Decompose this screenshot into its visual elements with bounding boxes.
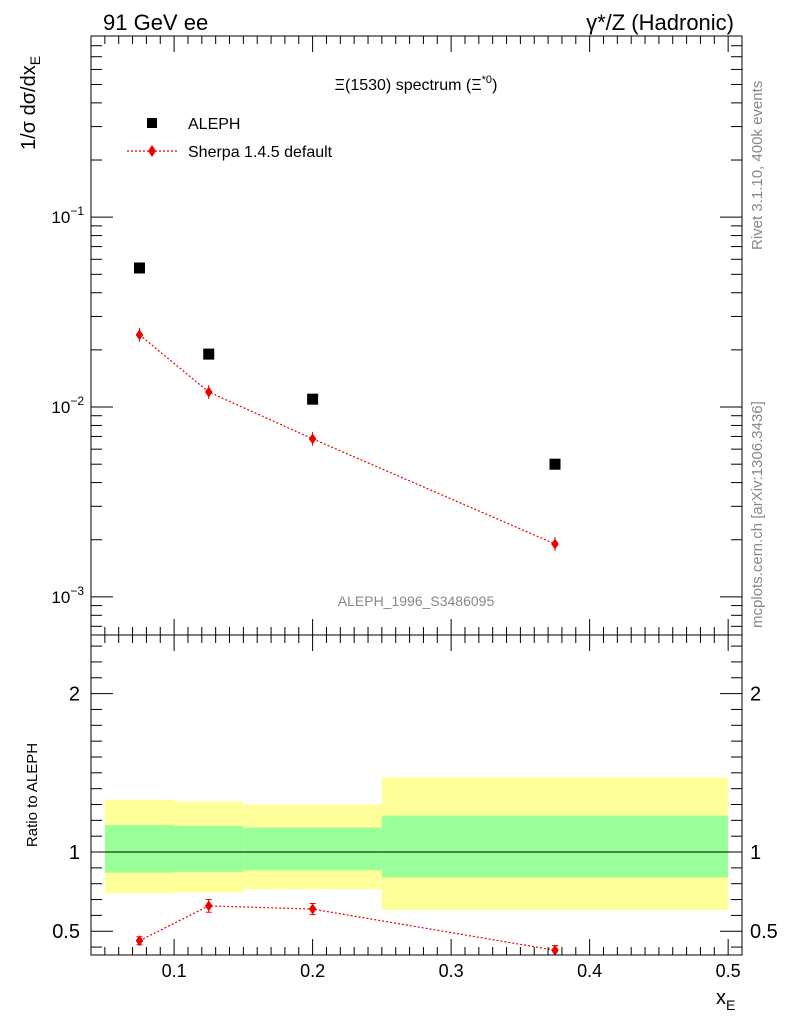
energy-label: 91 GeV ee	[103, 10, 208, 35]
sherpa-point	[308, 433, 317, 445]
ratio-y-tick-label-right: 2	[750, 684, 761, 706]
process-label: γ*/Z (Hadronic)	[586, 10, 734, 35]
ratio-axis-label: Ratio to ALEPH	[24, 743, 41, 847]
sherpa-point	[551, 538, 559, 550]
sherpa-line	[139, 334, 556, 545]
main-panel: 10−1 10−2 10−3 Ξ(1530) spectrum (Ξ*0) ALEP…	[18, 35, 743, 651]
inner-band	[104, 825, 175, 873]
ratio-tick-labels: 0.5 0.5 1 1 2 2 0.1 0.2 0.3 0.4 0.5	[52, 684, 778, 981]
inner-band	[243, 827, 382, 871]
rivet-note: Rivet 3.1.10, 400k events	[749, 81, 766, 250]
main-ticks	[90, 35, 742, 651]
legend: ALEPH Sherpa 1.4.5 default	[127, 116, 333, 161]
ratio-panel: 0.5 0.5 1 1 2 2 0.1 0.2 0.3 0.4 0.5 Ratio to ALEPH…	[24, 634, 778, 1013]
x-axis-label: xE	[716, 987, 735, 1013]
aleph-point	[133, 262, 145, 274]
ratio-point	[204, 900, 213, 912]
sherpa-point	[135, 329, 144, 341]
aleph-point	[203, 348, 215, 360]
aleph-point	[549, 458, 561, 470]
y-tick-label: 10−3	[51, 584, 84, 607]
ratio-y-tick-label-right: 1	[750, 842, 761, 864]
ratio-point	[308, 903, 317, 915]
ratio-y-tick-label-right: 0.5	[750, 921, 778, 943]
legend-marker-sherpa	[148, 145, 156, 157]
ratio-point	[551, 944, 559, 955]
inner-band	[381, 815, 729, 878]
ratio-markers	[135, 899, 559, 955]
ratio-point	[135, 935, 144, 947]
y-axis-label: 1/σ dσ/dxE	[18, 56, 43, 150]
x-tick-label: 0.5	[716, 961, 741, 981]
main-markers	[133, 262, 561, 551]
ratio-frame	[90, 634, 743, 956]
x-tick-label: 0.4	[577, 961, 602, 981]
x-tick-label: 0.1	[162, 961, 187, 981]
inner-band	[174, 825, 244, 872]
y-tick-label: 10−1	[51, 204, 84, 227]
plot-title: Ξ(1530) spectrum (Ξ*0)	[335, 74, 498, 94]
mcplots-note: mcplots.cern.ch [arXiv:1306.3436]	[749, 401, 766, 628]
ratio-series	[135, 899, 559, 955]
legend-label-aleph: ALEPH	[188, 116, 240, 133]
y-tick-label: 10−2	[51, 394, 84, 417]
ratio-y-tick-label: 2	[69, 684, 80, 706]
legend-label-sherpa: Sherpa 1.4.5 default	[188, 144, 333, 161]
sherpa-point	[204, 386, 213, 398]
aleph-point	[307, 393, 319, 405]
ratio-line	[139, 905, 556, 951]
ratio-y-tick-label: 0.5	[52, 921, 80, 943]
ratio-ticks	[90, 645, 742, 955]
main-ytick-labels: 10−1 10−2 10−3	[51, 204, 84, 607]
ratio-y-tick-label: 1	[69, 842, 80, 864]
x-tick-label: 0.2	[300, 961, 325, 981]
uncertainty-bands	[104, 777, 729, 910]
analysis-watermark: ALEPH_1996_S3486095	[338, 593, 495, 609]
legend-marker-aleph	[147, 118, 157, 128]
x-tick-label: 0.3	[439, 961, 464, 981]
